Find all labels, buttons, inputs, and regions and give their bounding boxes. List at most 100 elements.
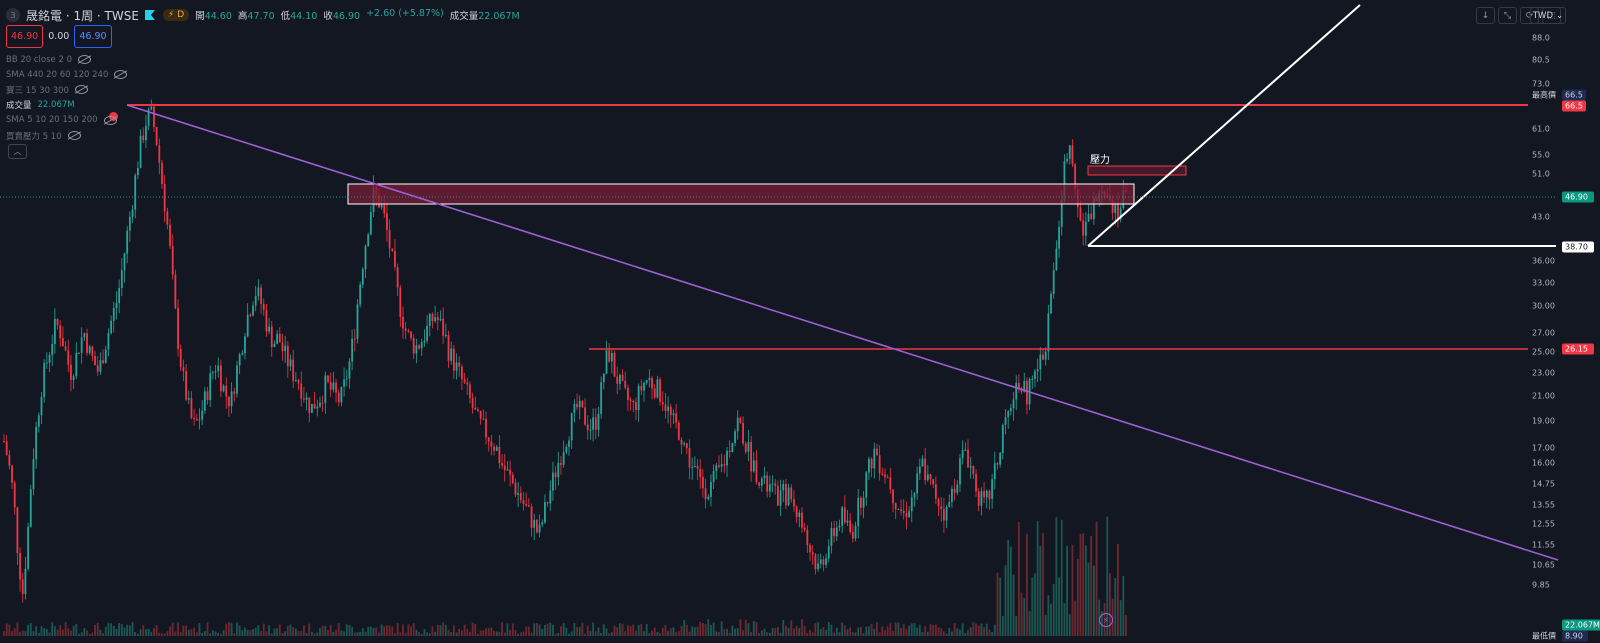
volume-bar — [1063, 603, 1066, 636]
candle-body — [477, 409, 479, 411]
volume-bar — [32, 631, 35, 636]
collapse-icon[interactable]: ⤡ — [1498, 7, 1517, 24]
volume-bar — [846, 629, 849, 636]
symbol-title[interactable]: 晟銘電 · 1周 · TWSE — [26, 8, 139, 23]
candle-body — [552, 472, 554, 491]
lightning-icon[interactable]: ⚡ — [1099, 613, 1113, 627]
candle-body — [182, 367, 185, 372]
rising-trend-line[interactable] — [1087, 4, 1361, 247]
volume-bar — [568, 633, 570, 636]
hidden-eye-icon[interactable] — [103, 115, 117, 125]
candle-body — [16, 507, 19, 554]
volume-bar — [436, 624, 439, 636]
candle-body — [734, 431, 736, 444]
descending-trend-line[interactable] — [126, 104, 1559, 561]
volume-bar — [1068, 614, 1071, 636]
volume-bar — [426, 632, 428, 636]
volume-bar — [260, 630, 262, 636]
candle-body — [1114, 202, 1117, 213]
indicator-item[interactable]: SMA 5 10 20 150 200 — [6, 113, 127, 128]
candle-body — [233, 391, 236, 394]
buy-button[interactable]: 46.90 — [74, 25, 112, 48]
currency-select[interactable]: TWD ⌄ — [1530, 7, 1566, 24]
volume-bar — [833, 632, 836, 636]
volume-bar — [511, 623, 514, 636]
price-tick-label: 12.55 — [1532, 519, 1555, 529]
volume-bar — [707, 619, 710, 636]
scroll-down-button[interactable]: ↓ — [1476, 7, 1495, 24]
volume-bar — [35, 626, 38, 636]
flag-icon[interactable] — [144, 10, 155, 20]
volume-bar — [228, 622, 230, 636]
candle-body — [48, 355, 51, 363]
candle-body — [1090, 213, 1093, 220]
volume-bar — [702, 622, 704, 636]
candle-body — [139, 135, 142, 168]
volume-bar — [254, 627, 257, 636]
volume-bar — [932, 624, 935, 636]
hidden-eye-icon[interactable] — [114, 70, 128, 80]
refresh-icon[interactable]: ⟳ — [1520, 7, 1539, 24]
volume-bar — [399, 632, 402, 636]
indicator-item[interactable]: BB 20 close 2 0 — [6, 52, 127, 67]
candle-body — [951, 488, 953, 502]
candle-body — [996, 463, 999, 465]
collapse-legend-button[interactable]: ︿ — [8, 144, 27, 159]
volume-bar — [308, 623, 311, 636]
candle-body — [1017, 382, 1020, 389]
candle-body — [744, 443, 747, 452]
resistance-zone[interactable] — [347, 183, 1135, 205]
candle-body — [278, 333, 281, 343]
ohlc-value: 44.10 — [290, 11, 318, 22]
candle-body — [546, 502, 549, 504]
candle-body — [439, 318, 442, 321]
candle-body — [426, 325, 428, 341]
volume-bar — [841, 622, 844, 636]
candle-body — [841, 507, 844, 526]
candle-body — [511, 474, 514, 484]
candle-body — [236, 365, 238, 394]
candle-body — [576, 403, 578, 408]
hidden-eye-icon[interactable] — [78, 55, 91, 65]
indicator-item[interactable]: SMA 440 20 60 120 240 — [6, 67, 128, 82]
candle-body — [447, 334, 450, 361]
volume-bar — [394, 633, 396, 636]
candle-body — [155, 126, 158, 146]
pressure-box[interactable] — [1087, 165, 1187, 176]
candle-body — [1004, 417, 1007, 425]
candle-body — [458, 362, 461, 367]
volume-bar — [40, 626, 43, 636]
volume-bar — [458, 628, 461, 636]
candle-body — [924, 458, 927, 481]
indicator-item[interactable]: 成交量 22.067M — [6, 98, 127, 113]
volume-bar — [972, 622, 975, 636]
volume-bar — [1114, 578, 1117, 636]
volume-bar — [1079, 534, 1082, 636]
volume-bar — [8, 624, 11, 636]
volume-bar — [1074, 600, 1077, 636]
market-status-badge[interactable]: ⚡ D — [162, 9, 190, 21]
ohlc-key: 開 — [195, 11, 205, 22]
candle-body — [324, 375, 327, 403]
hidden-eye-icon[interactable] — [74, 85, 88, 95]
volume-bar — [776, 626, 779, 636]
candle-body — [286, 345, 289, 367]
indicator-item[interactable]: 寶三 15 30 300 — [6, 82, 127, 97]
candle-body — [718, 465, 720, 467]
candle-body — [107, 333, 110, 350]
volume-bar — [771, 627, 774, 636]
sell-button[interactable]: 46.90 — [6, 25, 44, 48]
candle-body — [289, 359, 292, 367]
candle-body — [900, 509, 902, 511]
volume-bar — [1015, 615, 1018, 636]
hidden-eye-icon[interactable] — [67, 131, 81, 141]
volume-bar — [270, 633, 273, 636]
indicator-item[interactable]: 買賣壓力 5 10 — [6, 128, 127, 143]
candle-body — [294, 379, 297, 381]
candle-body — [945, 506, 948, 521]
volume-bar — [377, 632, 380, 636]
volume-bar — [594, 631, 597, 636]
candle-body — [238, 354, 241, 366]
